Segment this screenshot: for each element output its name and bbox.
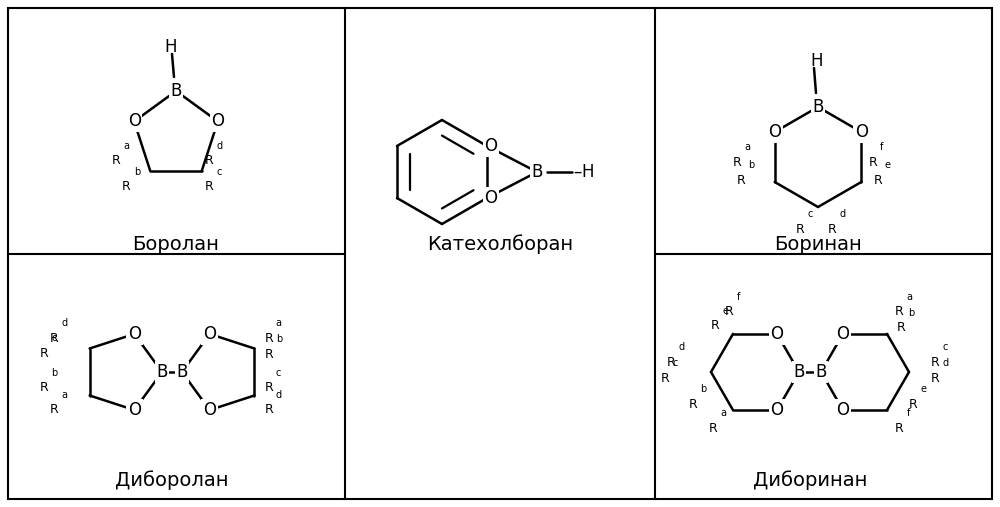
Text: d: d <box>840 209 846 219</box>
Text: R: R <box>205 180 214 193</box>
Text: O: O <box>203 401 216 419</box>
Text: a: a <box>744 142 750 152</box>
Text: O: O <box>770 401 784 419</box>
Text: O: O <box>128 113 141 130</box>
Text: R: R <box>897 321 906 335</box>
Text: R: R <box>689 397 698 411</box>
Text: a: a <box>720 408 726 418</box>
Text: –: – <box>573 163 581 181</box>
Text: H: H <box>165 38 177 56</box>
Text: R: R <box>895 422 904 434</box>
Text: H: H <box>811 52 823 70</box>
Text: R: R <box>868 156 877 168</box>
Text: R: R <box>40 381 48 394</box>
Text: Диборолан: Диборолан <box>115 470 229 490</box>
Text: c: c <box>807 209 813 219</box>
Text: B: B <box>812 98 824 116</box>
Text: R: R <box>264 332 273 345</box>
Text: b: b <box>134 167 140 176</box>
Text: Катехолборан: Катехолборан <box>427 234 573 254</box>
Text: Диборинан: Диборинан <box>753 470 867 490</box>
Text: d: d <box>276 389 282 400</box>
Text: R: R <box>828 223 837 235</box>
Text: c: c <box>216 167 222 176</box>
Text: d: d <box>943 358 949 368</box>
Text: b: b <box>700 384 707 394</box>
Text: O: O <box>203 325 216 343</box>
Text: f: f <box>880 142 883 152</box>
Text: R: R <box>264 403 273 416</box>
Text: c: c <box>943 342 948 352</box>
Text: e: e <box>885 160 891 170</box>
Text: O: O <box>485 137 498 155</box>
Text: B: B <box>156 363 168 381</box>
Text: R: R <box>667 355 676 369</box>
Text: O: O <box>855 123 868 141</box>
Text: c: c <box>51 334 57 343</box>
Text: R: R <box>711 319 720 333</box>
Text: d: d <box>216 140 222 151</box>
Text: R: R <box>895 305 904 318</box>
Text: e: e <box>921 384 927 394</box>
Text: f: f <box>907 408 910 418</box>
Text: O: O <box>836 325 850 343</box>
Text: f: f <box>736 292 740 302</box>
Text: d: d <box>61 318 67 329</box>
Text: R: R <box>725 305 734 318</box>
Text: H: H <box>581 163 594 181</box>
Text: O: O <box>128 401 141 419</box>
Text: O: O <box>128 325 141 343</box>
Text: B: B <box>170 82 182 100</box>
Text: R: R <box>909 397 918 411</box>
Text: R: R <box>264 381 273 394</box>
Text: R: R <box>205 154 214 167</box>
Text: R: R <box>122 180 131 193</box>
Text: O: O <box>836 401 850 419</box>
Text: O: O <box>211 113 224 130</box>
Text: d: d <box>678 342 685 352</box>
Text: R: R <box>112 154 121 167</box>
Text: O: O <box>485 189 498 207</box>
Text: b: b <box>51 368 57 378</box>
Text: c: c <box>672 358 678 368</box>
Text: B: B <box>815 363 827 381</box>
Text: R: R <box>264 348 273 361</box>
Text: a: a <box>124 140 130 151</box>
Text: R: R <box>733 156 741 168</box>
Text: R: R <box>796 223 805 235</box>
Text: b: b <box>276 335 282 344</box>
Text: Боролан: Боролан <box>133 235 219 254</box>
Text: c: c <box>276 368 281 378</box>
Text: R: R <box>661 372 670 384</box>
Text: Боринан: Боринан <box>774 235 862 254</box>
Text: R: R <box>50 403 58 416</box>
Text: B: B <box>176 363 188 381</box>
Text: R: R <box>50 332 58 345</box>
Text: a: a <box>276 318 282 329</box>
Text: b: b <box>748 160 754 170</box>
Text: O: O <box>768 123 781 141</box>
Text: B: B <box>531 163 543 181</box>
Text: e: e <box>722 306 728 316</box>
Text: b: b <box>909 308 915 318</box>
Text: B: B <box>793 363 805 381</box>
Text: R: R <box>873 173 882 187</box>
Text: R: R <box>931 372 940 384</box>
Text: O: O <box>770 325 784 343</box>
Text: a: a <box>907 292 913 302</box>
Text: a: a <box>61 389 67 400</box>
Text: R: R <box>709 422 718 434</box>
Text: R: R <box>40 347 48 360</box>
Text: R: R <box>737 173 745 187</box>
Text: R: R <box>931 355 940 369</box>
